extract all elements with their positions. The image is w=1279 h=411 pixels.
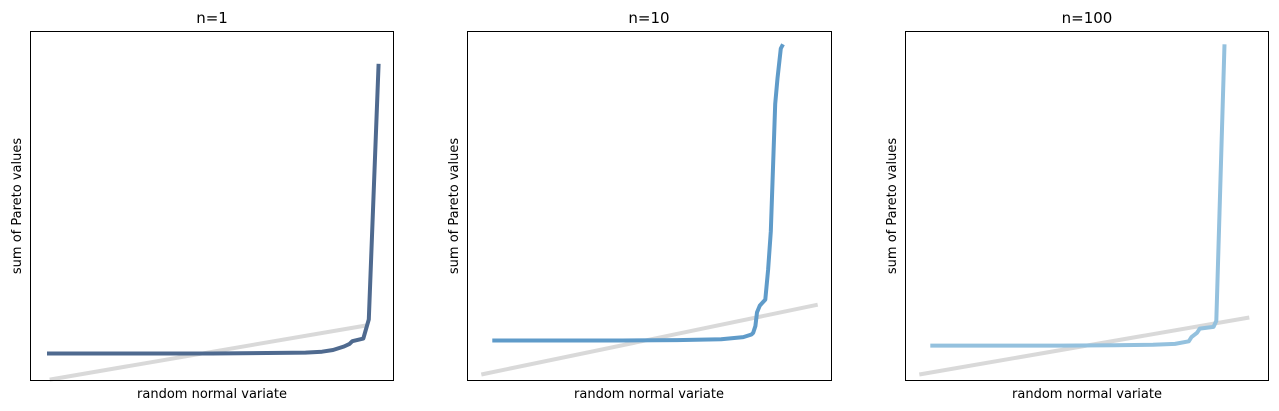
panel-n10: n=10 random normal variate sum of Pareto…	[447, 9, 832, 402]
plot-area	[480, 43, 819, 377]
x-axis-label: random normal variate	[137, 387, 287, 402]
y-axis-label: sum of Pareto values	[447, 138, 462, 274]
panel-title: n=10	[628, 9, 669, 27]
x-axis-label: random normal variate	[574, 387, 724, 402]
plot-area	[918, 44, 1250, 377]
panel-title: n=1	[196, 9, 228, 27]
y-axis-label: sum of Pareto values	[10, 138, 25, 274]
y-axis-label: sum of Pareto values	[885, 138, 900, 274]
sample-line	[47, 63, 381, 356]
axes-frame	[905, 31, 1269, 381]
plot-area	[47, 63, 381, 382]
panel-n1: n=1 random normal variate sum of Pareto …	[10, 9, 394, 402]
sample-line	[492, 43, 785, 343]
axes-frame	[467, 31, 832, 381]
x-axis-label: random normal variate	[1012, 387, 1162, 402]
panel-title: n=100	[1062, 9, 1113, 27]
sample-line	[930, 44, 1227, 348]
panel-n100: n=100 random normal variate sum of Paret…	[885, 9, 1269, 402]
axes-frame	[30, 31, 394, 381]
